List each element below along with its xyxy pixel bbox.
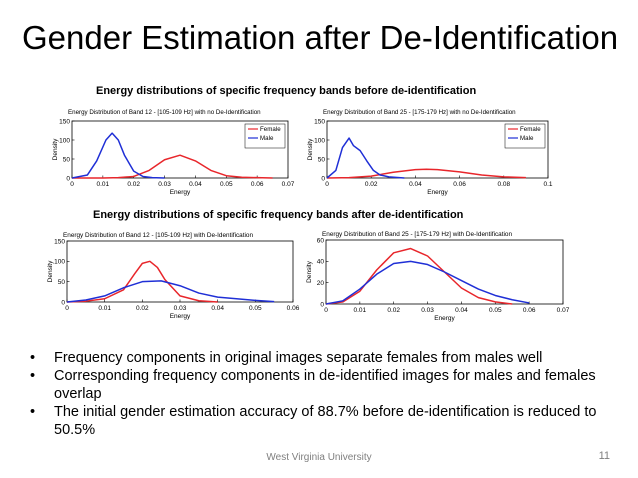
x-tick-label: 0.1: [543, 181, 552, 188]
y-tick-label: 100: [314, 137, 325, 144]
bullet-text: Corresponding frequency components in de…: [54, 368, 596, 402]
x-tick-label: 0.04: [455, 307, 468, 314]
y-tick-label: 150: [314, 118, 325, 125]
x-tick-label: 0.07: [282, 181, 295, 188]
y-tick-label: 100: [59, 137, 70, 144]
x-tick-label: 0.01: [354, 307, 367, 314]
x-tick-label: 0.01: [98, 305, 111, 312]
x-tick-label: 0.04: [211, 305, 224, 312]
y-tick-label: 0: [321, 175, 325, 182]
chart-band12-after: Energy Distribution of Band 12 - [105-10…: [47, 232, 300, 320]
x-tick-label: 0.03: [174, 305, 187, 312]
bullet-glyph: •: [30, 368, 36, 384]
x-tick-label: 0.07: [557, 307, 570, 314]
legend-box: [244, 123, 286, 149]
y-tick-label: 50: [58, 279, 66, 286]
legend-label: Male: [520, 135, 534, 142]
x-tick-label: 0.06: [251, 181, 264, 188]
x-tick-label: 0.05: [249, 305, 262, 312]
series-line-female: [325, 247, 513, 305]
chart-band25-before: Energy Distribution of Band 25 - [175-17…: [307, 109, 553, 196]
series-line-male: [325, 260, 530, 305]
chart-title: Energy Distribution of Band 25 - [175-17…: [323, 109, 516, 116]
series-line-female: [66, 260, 218, 303]
plot-frame: [71, 120, 289, 179]
legend-label: Female: [260, 126, 281, 133]
x-tick-label: 0: [65, 305, 69, 312]
bullet-item: • The initial gender estimation accuracy …: [30, 403, 620, 439]
x-tick-label: 0: [325, 181, 329, 188]
x-axis-label: Energy: [170, 189, 191, 196]
y-tick-label: 150: [54, 238, 65, 245]
y-tick-label: 50: [318, 156, 326, 163]
bullet-glyph: •: [30, 350, 36, 366]
x-tick-label: 0.06: [523, 307, 536, 314]
chart-title: Energy Distribution of Band 12 - [105-10…: [68, 109, 261, 116]
x-tick-label: 0.01: [97, 181, 110, 188]
heading-before-deid: Energy distributions of specific frequen…: [96, 85, 477, 97]
chart-band12-before: Energy Distribution of Band 12 - [105-10…: [52, 109, 295, 196]
x-tick-label: 0.03: [158, 181, 171, 188]
bullet-glyph: •: [30, 404, 36, 420]
heading-after-deid: Energy distributions of specific frequen…: [93, 209, 464, 221]
x-tick-label: 0: [70, 181, 74, 188]
page-number: 11: [598, 450, 610, 462]
bullet-item: • Corresponding frequency components in d…: [30, 367, 620, 403]
bullet-item: • Frequency components in original images…: [30, 349, 620, 367]
x-tick-label: 0.02: [136, 305, 149, 312]
legend-box: [504, 123, 546, 149]
y-tick-label: 20: [317, 280, 325, 287]
bullet-list: • Frequency components in original images…: [30, 349, 620, 439]
x-axis-label: Energy: [434, 315, 455, 322]
series-line-female: [72, 154, 273, 179]
plot-frame: [326, 120, 549, 179]
x-tick-label: 0.02: [365, 181, 378, 188]
y-tick-label: 0: [320, 301, 324, 308]
series-line-male: [71, 132, 165, 179]
footer-university: West Virginia University: [266, 452, 372, 463]
y-tick-label: 150: [59, 118, 70, 125]
series-line-male: [66, 280, 275, 303]
x-tick-label: 0: [324, 307, 328, 314]
y-tick-label: 100: [54, 259, 65, 266]
bullet-text: Frequency components in original images …: [54, 350, 543, 366]
x-tick-label: 0.04: [409, 181, 422, 188]
x-tick-label: 0.06: [287, 305, 300, 312]
y-tick-label: 0: [61, 299, 65, 306]
y-axis-label: Density: [52, 138, 59, 160]
chart-title: Energy Distribution of Band 12 - [105-10…: [63, 232, 253, 239]
series-line-female: [326, 168, 526, 179]
x-tick-label: 0.05: [489, 307, 502, 314]
x-tick-label: 0.03: [421, 307, 434, 314]
bullet-text: The initial gender estimation accuracy o…: [54, 404, 597, 438]
x-tick-label: 0.02: [387, 307, 400, 314]
y-axis-label: Density: [47, 260, 54, 282]
legend-label: Male: [260, 135, 274, 142]
plot-frame: [66, 240, 294, 303]
x-tick-label: 0.02: [127, 181, 140, 188]
x-axis-label: Energy: [170, 313, 191, 320]
x-axis-label: Energy: [427, 189, 448, 196]
x-tick-label: 0.05: [220, 181, 233, 188]
chart-band25-after: Energy Distribution of Band 25 - [175-17…: [306, 231, 570, 322]
x-tick-label: 0.04: [189, 181, 202, 188]
y-tick-label: 50: [63, 156, 71, 163]
series-line-male: [326, 137, 405, 179]
chart-title: Energy Distribution of Band 25 - [175-17…: [322, 231, 512, 238]
x-tick-label: 0.06: [453, 181, 466, 188]
y-axis-label: Density: [306, 260, 313, 282]
slide-title: Gender Estimation after De-Identificatio…: [22, 19, 619, 56]
y-tick-label: 40: [317, 259, 325, 266]
y-tick-label: 60: [317, 237, 325, 244]
legend-label: Female: [520, 126, 541, 133]
x-tick-label: 0.08: [497, 181, 510, 188]
y-axis-label: Density: [307, 138, 314, 160]
plot-frame: [325, 239, 564, 305]
y-tick-label: 0: [66, 175, 70, 182]
